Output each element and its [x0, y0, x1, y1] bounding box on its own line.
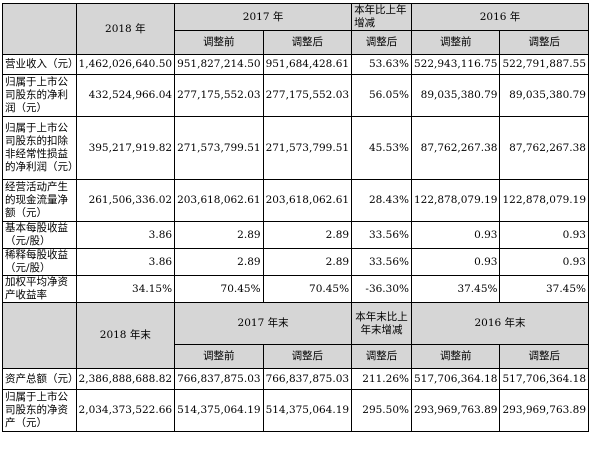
subheader-yoy-after: 调整后	[351, 344, 412, 369]
value-cell: 37.45%	[499, 275, 589, 303]
subheader-2016-before: 调整前	[410, 30, 501, 55]
value-cell: 87,762,267.38	[499, 116, 589, 180]
header-yoy-change-end: 本年末比上年末增减	[351, 302, 412, 345]
value-cell: 522,943,116.75	[410, 54, 501, 75]
value-cell: 514,375,064.19	[262, 389, 353, 432]
subheader-yoy-after: 调整后	[351, 30, 412, 55]
value-cell: 522,791,887.55	[499, 54, 589, 75]
row-label: 经营活动产生的现金流量净额（元）	[2, 179, 77, 222]
value-cell: 87,762,267.38	[410, 116, 501, 180]
value-cell: 277,175,552.03	[174, 74, 264, 117]
table-row: 营业收入（元） 1,462,026,640.50 951,827,214.50 …	[2, 54, 589, 75]
table-row: 归属于上市公司股东的扣除非经常性损益的净利润（元） 395,217,919.82…	[2, 116, 589, 180]
header-2018-end: 2018 年末	[75, 302, 176, 369]
value-cell: 70.45%	[262, 275, 353, 303]
value-cell: 89,035,380.79	[499, 74, 589, 117]
value-cell: 277,175,552.03	[262, 74, 353, 117]
value-cell: 766,837,875.03	[174, 368, 264, 390]
value-cell: 295.50%	[351, 389, 412, 432]
row-label: 基本每股收益（元/股）	[2, 221, 77, 249]
value-cell: 203,618,062.61	[262, 179, 353, 222]
value-cell: 33.56%	[351, 248, 412, 276]
value-cell: 37.45%	[410, 275, 501, 303]
financial-summary-table: 2018 年 2017 年 本年比上年增减 2016 年 调整前 调整后 调整后…	[2, 3, 589, 432]
subheader-2016-after: 调整后	[499, 30, 589, 55]
value-cell: 951,684,428.61	[262, 54, 353, 75]
value-cell: 3.86	[75, 248, 176, 276]
value-cell: 89,035,380.79	[410, 74, 501, 117]
value-cell: 0.93	[499, 221, 589, 249]
value-cell: 34.15%	[75, 275, 176, 303]
value-cell: 0.93	[410, 248, 501, 276]
header-corner-cell	[2, 302, 77, 369]
value-cell: 2,386,888,688.82	[75, 368, 176, 390]
value-cell: 3.86	[75, 221, 176, 249]
value-cell: 293,969,763.89	[499, 389, 589, 432]
header-2017: 2017 年	[174, 3, 353, 31]
table-row: 归属于上市公司股东的净资产（元） 2,034,373,522.66 514,37…	[2, 389, 589, 432]
subheader-2017-after: 调整后	[262, 30, 353, 55]
value-cell: 122,878,079.19	[499, 179, 589, 222]
value-cell: 766,837,875.03	[262, 368, 353, 390]
row-label: 稀释每股收益（元/股）	[2, 248, 77, 276]
table-row: 归属于上市公司股东的净利润（元） 432,524,966.04 277,175,…	[2, 74, 589, 117]
value-cell: 56.05%	[351, 74, 412, 117]
value-cell: 951,827,214.50	[174, 54, 264, 75]
subheader-row: 调整前 调整后 调整后 调整前 调整后	[3, 344, 589, 369]
row-label: 归属于上市公司股东的净利润（元）	[2, 74, 77, 117]
header-2016-end: 2016 年末	[410, 302, 589, 345]
value-cell: 517,706,364.18	[410, 368, 501, 390]
row-label: 资产总额（元）	[2, 368, 77, 390]
value-cell: 45.53%	[351, 116, 412, 180]
row-label: 归属于上市公司股东的扣除非经常性损益的净利润（元）	[2, 116, 77, 180]
table-row: 稀释每股收益（元/股） 3.86 2.89 2.89 33.56% 0.93 0…	[2, 248, 589, 276]
value-cell: 122,878,079.19	[410, 179, 501, 222]
header-2017-end: 2017 年末	[174, 302, 353, 345]
subheader-2017-before: 调整前	[174, 30, 264, 55]
value-cell: 0.93	[410, 221, 501, 249]
header-yoy-change: 本年比上年增减	[351, 3, 412, 31]
subheader-2017-before: 调整前	[174, 344, 264, 369]
header-2016: 2016 年	[410, 3, 589, 31]
value-cell: 261,506,336.02	[75, 179, 176, 222]
table-row: 加权平均净资产收益率 34.15% 70.45% 70.45% -36.30% …	[2, 275, 589, 303]
value-cell: 514,375,064.19	[174, 389, 264, 432]
value-cell: -36.30%	[351, 275, 412, 303]
subheader-2016-after: 调整后	[499, 344, 589, 369]
value-cell: 271,573,799.51	[262, 116, 353, 180]
value-cell: 28.43%	[351, 179, 412, 222]
value-cell: 33.56%	[351, 221, 412, 249]
table-row: 资产总额（元） 2,386,888,688.82 766,837,875.03 …	[2, 368, 589, 390]
value-cell: 70.45%	[174, 275, 264, 303]
header-corner-cell	[2, 3, 77, 55]
row-label: 加权平均净资产收益率	[2, 275, 77, 303]
header-row: 2018 年 2017 年 本年比上年增减 2016 年	[2, 3, 589, 55]
table-row: 基本每股收益（元/股） 3.86 2.89 2.89 33.56% 0.93 0…	[2, 221, 589, 249]
row-label: 营业收入（元）	[2, 54, 77, 75]
value-cell: 432,524,966.04	[75, 74, 176, 117]
value-cell: 211.26%	[351, 368, 412, 390]
table-row: 经营活动产生的现金流量净额（元） 261,506,336.02 203,618,…	[2, 179, 589, 222]
value-cell: 2.89	[174, 248, 264, 276]
row-label: 归属于上市公司股东的净资产（元）	[2, 389, 77, 432]
value-cell: 517,706,364.18	[499, 368, 589, 390]
value-cell: 2.89	[174, 221, 264, 249]
value-cell: 53.63%	[351, 54, 412, 75]
header-2018: 2018 年	[75, 3, 176, 55]
value-cell: 293,969,763.89	[410, 389, 501, 432]
value-cell: 203,618,062.61	[174, 179, 264, 222]
subheader-row: 调整前 调整后 调整后 调整前 调整后	[3, 30, 589, 55]
value-cell: 2.89	[262, 248, 353, 276]
value-cell: 395,217,919.82	[75, 116, 176, 180]
header-row: 2018 年末 2017 年末 本年末比上年末增减 2016 年末	[2, 302, 589, 369]
value-cell: 1,462,026,640.50	[75, 54, 176, 75]
value-cell: 2.89	[262, 221, 353, 249]
value-cell: 0.93	[499, 248, 589, 276]
subheader-2016-before: 调整前	[410, 344, 501, 369]
value-cell: 271,573,799.51	[174, 116, 264, 180]
value-cell: 2,034,373,522.66	[75, 389, 176, 432]
subheader-2017-after: 调整后	[262, 344, 353, 369]
